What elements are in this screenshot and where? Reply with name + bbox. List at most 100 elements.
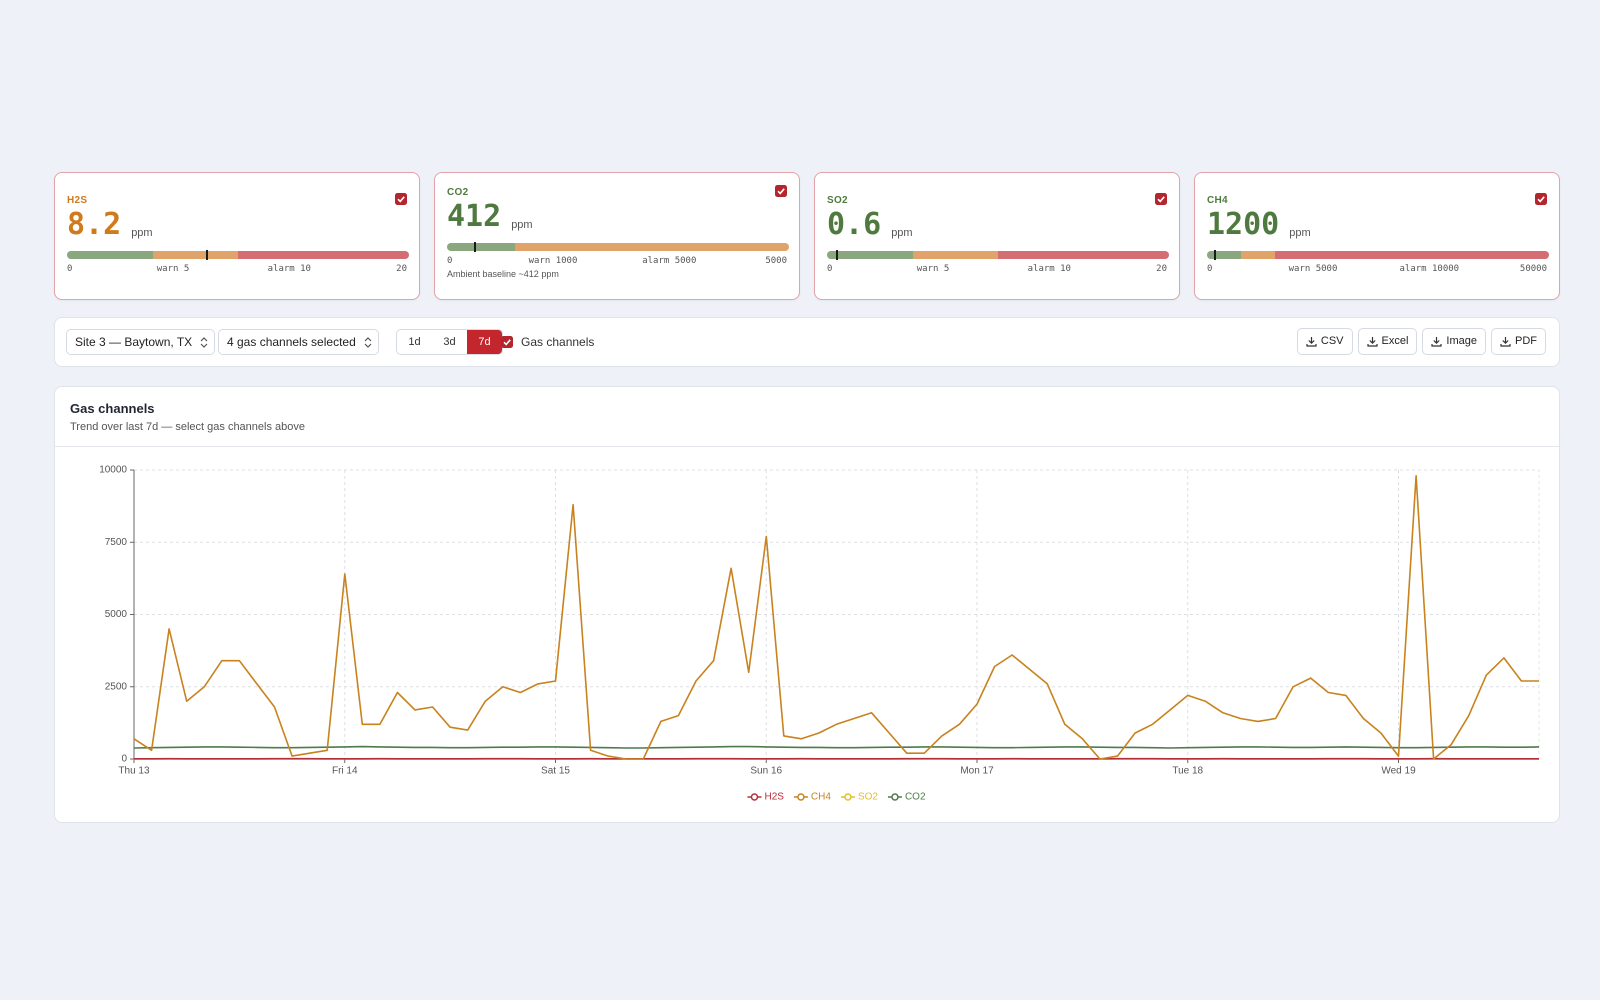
legend-label: CH4	[811, 792, 831, 803]
series-line	[133, 745, 1540, 749]
gas-name: H2S	[67, 195, 88, 206]
x-tick-label: Thu 13	[118, 766, 150, 777]
scale-alarm: alarm 10000	[1399, 264, 1460, 274]
export-label: CSV	[1320, 335, 1344, 347]
channel-label: 4 gas channels selected	[227, 335, 356, 349]
checkbox-box	[1535, 193, 1547, 205]
download-icon	[1500, 337, 1511, 347]
scale-warn: warn 5000	[1288, 264, 1338, 274]
range-button[interactable]: 3d	[443, 336, 456, 348]
gauge-segment	[1275, 251, 1549, 259]
chart-title: Gas channels	[70, 401, 155, 416]
checkbox-tick	[777, 188, 785, 195]
gas-unit: ppm	[131, 227, 153, 239]
x-tick-label: Sun 16	[750, 766, 782, 777]
gauge-bar	[67, 251, 409, 259]
gas-unit: ppm	[511, 219, 533, 231]
toolbar: Site 3 — Baytown, TX 4 gas channels sele…	[54, 317, 1560, 367]
x-tick-label: Sat 15	[541, 766, 570, 777]
gas-unit: ppm	[1289, 227, 1311, 239]
export-button[interactable]: Excel	[1357, 328, 1418, 355]
gauge-card: CH4 1200 ppm 0 warn 5000 alarm 10000 50000	[1194, 172, 1560, 300]
checkbox-box	[1155, 193, 1167, 205]
toggle[interactable]: Gas channels	[501, 335, 594, 349]
select-caret	[364, 337, 372, 348]
gauge-segment	[912, 251, 998, 259]
download-glyph	[1500, 337, 1511, 347]
legend-item: CH4	[793, 792, 831, 803]
gauge-marker	[836, 250, 839, 260]
chart-panel: 0 2500 5000 7500 10000 Thu 13 Fri 14 Sat 15 Sun …	[54, 386, 1560, 823]
y-tick-label: 10000	[99, 465, 127, 476]
legend-label: SO2	[858, 792, 878, 803]
range-button[interactable]: 7d	[467, 330, 502, 354]
export-group: CSV Excel Image PDF	[1296, 328, 1546, 355]
checkbox-tick	[1537, 196, 1545, 203]
export-label: Image	[1446, 335, 1477, 347]
checkbox	[775, 185, 787, 197]
legend-marker	[750, 793, 759, 801]
y-tick-label: 2500	[105, 681, 128, 692]
download-icon	[1366, 337, 1378, 347]
checkbox	[501, 336, 513, 348]
divider	[55, 446, 1559, 447]
export-button[interactable]: PDF	[1491, 328, 1546, 355]
gauge-segment	[67, 251, 153, 259]
legend-marker	[844, 793, 852, 801]
scale-alarm: alarm 5000	[642, 256, 697, 266]
gas-value: 8.2	[67, 207, 122, 242]
legend-label: CO2	[905, 792, 926, 803]
checkbox	[1535, 193, 1547, 205]
range-group: 1d 3d 7d	[396, 329, 503, 355]
scale-warn: warn 5	[156, 264, 190, 274]
scale-min: 0	[1207, 264, 1213, 274]
channel-select[interactable]: 4 gas channels selected	[218, 329, 379, 355]
gauge-segment	[152, 251, 238, 259]
checkbox-box	[395, 193, 407, 205]
gauge-marker	[206, 250, 209, 260]
legend-item: SO2	[840, 792, 878, 803]
scale-min: 0	[827, 264, 833, 274]
gauge-marker	[1214, 250, 1217, 260]
legend: H2S CH4 SO2 CO2	[747, 792, 926, 803]
range-button[interactable]: 1d	[408, 336, 421, 348]
site-select[interactable]: Site 3 — Baytown, TX	[66, 329, 216, 355]
legend-item: CO2	[887, 792, 926, 803]
scale-max: 20	[396, 264, 407, 274]
gauge-card: CO2 412 ppm 0 warn 1000 alarm 5000 5000 Ambient…	[434, 172, 800, 300]
gauge-note: Ambient baseline ~412 ppm	[447, 269, 559, 279]
gauge-bar	[1207, 251, 1549, 259]
gauge-segment	[1207, 251, 1242, 259]
legend-marker	[891, 793, 899, 801]
gauge-segment	[238, 251, 409, 259]
legend-marker	[797, 793, 805, 801]
checkbox-tick	[397, 196, 405, 203]
gauge-segment	[515, 243, 789, 251]
checkbox	[1155, 193, 1167, 205]
x-tick-label: Mon 17	[960, 766, 994, 777]
scale-max: 5000	[765, 256, 787, 266]
scale-alarm: alarm 10	[1027, 264, 1071, 274]
download-icon	[1431, 337, 1443, 347]
select-caret	[200, 337, 208, 348]
gauge-marker	[474, 242, 477, 252]
gas-value: 0.6	[827, 207, 882, 242]
export-button[interactable]: CSV	[1296, 328, 1353, 355]
x-tick-label: Tue 18	[1172, 766, 1203, 777]
export-button[interactable]: Image	[1422, 328, 1486, 355]
scale-max: 20	[1156, 264, 1167, 274]
download-glyph	[1431, 337, 1443, 347]
gas-name: CO2	[447, 187, 469, 198]
download-glyph	[1306, 337, 1317, 347]
y-tick-label: 5000	[105, 609, 128, 620]
gauge-segment	[827, 251, 913, 259]
site-label: Site 3 — Baytown, TX	[75, 335, 193, 349]
gas-name: CH4	[1207, 195, 1228, 206]
gauge-segment	[447, 243, 516, 251]
export-label: Excel	[1381, 335, 1409, 347]
gauge-card: SO2 0.6 ppm 0 warn 5 alarm 10 20	[814, 172, 1180, 300]
x-tick-label: Wed 19	[1381, 766, 1416, 777]
checkbox-box	[775, 185, 787, 197]
gauge-segment	[998, 251, 1169, 259]
